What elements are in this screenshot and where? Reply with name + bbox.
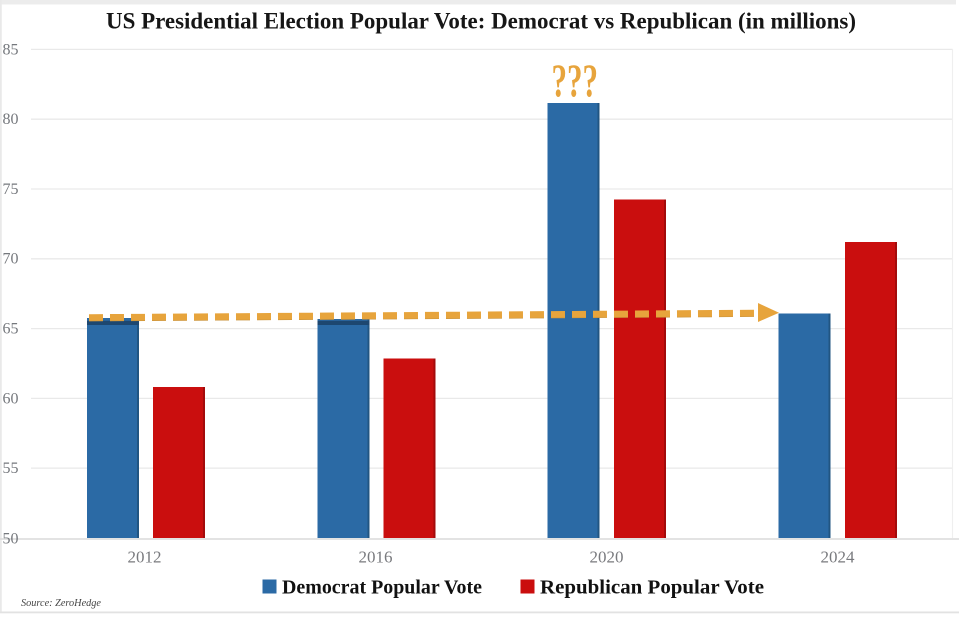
svg-text:75: 75 <box>3 181 19 198</box>
svg-text:50: 50 <box>3 531 19 548</box>
svg-text:2024: 2024 <box>821 548 856 567</box>
svg-text:2020: 2020 <box>590 548 624 567</box>
svg-text:Source: ZeroHedge: Source: ZeroHedge <box>21 597 101 609</box>
svg-text:Democrat Popular Vote: Democrat Popular Vote <box>282 577 482 599</box>
svg-text:US Presidential Election Popul: US Presidential Election Popular Vote: D… <box>106 9 856 34</box>
svg-text:2012: 2012 <box>128 548 162 567</box>
svg-text:55: 55 <box>3 460 19 477</box>
svg-text:2016: 2016 <box>359 548 393 567</box>
svg-text:???: ??? <box>552 55 599 107</box>
svg-text:85: 85 <box>3 41 19 58</box>
svg-text:70: 70 <box>3 251 19 268</box>
svg-text:80: 80 <box>3 111 19 128</box>
svg-text:65: 65 <box>3 321 19 338</box>
svg-text:Republican Popular Vote: Republican Popular Vote <box>540 577 764 599</box>
svg-text:60: 60 <box>3 390 19 407</box>
